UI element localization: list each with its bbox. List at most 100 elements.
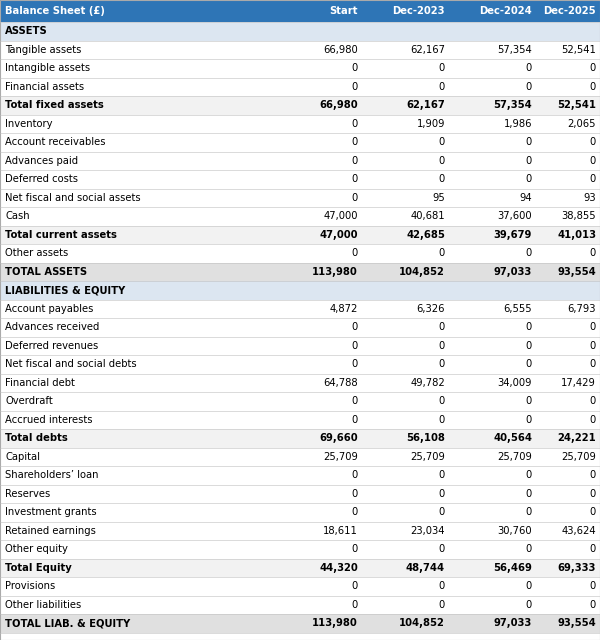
- Text: 0: 0: [352, 63, 358, 73]
- Text: 1,909: 1,909: [416, 119, 445, 129]
- Text: 25,709: 25,709: [561, 452, 596, 461]
- Text: 93,554: 93,554: [557, 267, 596, 276]
- Text: 0: 0: [590, 248, 596, 259]
- Text: 0: 0: [439, 82, 445, 92]
- Text: 0: 0: [590, 600, 596, 610]
- Text: 57,354: 57,354: [493, 100, 532, 110]
- Text: 56,469: 56,469: [493, 563, 532, 573]
- Text: 0: 0: [526, 359, 532, 369]
- Text: 0: 0: [439, 359, 445, 369]
- Text: 0: 0: [439, 396, 445, 406]
- Text: 0: 0: [352, 156, 358, 166]
- Text: Account receivables: Account receivables: [5, 137, 106, 147]
- Text: 52,541: 52,541: [561, 45, 596, 55]
- Text: Other equity: Other equity: [5, 544, 68, 554]
- Text: Balance Sheet (£): Balance Sheet (£): [5, 6, 105, 16]
- Text: Dec-2025: Dec-2025: [544, 6, 596, 16]
- Bar: [0, 115, 600, 133]
- Text: 0: 0: [352, 470, 358, 480]
- Text: 0: 0: [526, 544, 532, 554]
- Text: 0: 0: [590, 415, 596, 425]
- Text: 0: 0: [352, 119, 358, 129]
- Text: Shareholders’ loan: Shareholders’ loan: [5, 470, 98, 480]
- Text: Reserves: Reserves: [5, 489, 50, 499]
- Text: 0: 0: [439, 248, 445, 259]
- Bar: [0, 244, 600, 262]
- Bar: [0, 318, 600, 337]
- Text: TOTAL LIAB. & EQUITY: TOTAL LIAB. & EQUITY: [5, 618, 130, 628]
- Bar: [0, 207, 600, 225]
- Text: 47,000: 47,000: [320, 230, 358, 240]
- Text: Investment grants: Investment grants: [5, 508, 97, 517]
- Text: TOTAL ASSETS: TOTAL ASSETS: [5, 267, 87, 276]
- Text: 0: 0: [526, 174, 532, 184]
- Bar: [0, 0, 600, 22]
- Bar: [0, 392, 600, 410]
- Text: 47,000: 47,000: [323, 211, 358, 221]
- Text: 6,555: 6,555: [503, 304, 532, 314]
- Text: 93,554: 93,554: [557, 618, 596, 628]
- Bar: [0, 410, 600, 429]
- Bar: [0, 374, 600, 392]
- Bar: [0, 281, 600, 300]
- Text: 93: 93: [583, 193, 596, 203]
- Text: 0: 0: [352, 323, 358, 332]
- Bar: [0, 503, 600, 522]
- Text: 48,744: 48,744: [406, 563, 445, 573]
- Text: Cash: Cash: [5, 211, 29, 221]
- Text: 0: 0: [526, 82, 532, 92]
- Text: Deferred costs: Deferred costs: [5, 174, 78, 184]
- Text: 0: 0: [590, 137, 596, 147]
- Text: Account payables: Account payables: [5, 304, 94, 314]
- Text: 64,788: 64,788: [323, 378, 358, 388]
- Text: 25,709: 25,709: [410, 452, 445, 461]
- Text: 0: 0: [439, 508, 445, 517]
- Text: Accrued interests: Accrued interests: [5, 415, 92, 425]
- Text: 95: 95: [432, 193, 445, 203]
- Text: ASSETS: ASSETS: [5, 26, 48, 36]
- Text: 0: 0: [352, 174, 358, 184]
- Text: Other liabilities: Other liabilities: [5, 600, 81, 610]
- Text: 0: 0: [439, 63, 445, 73]
- Text: 0: 0: [439, 340, 445, 351]
- Bar: [0, 152, 600, 170]
- Text: 43,624: 43,624: [562, 525, 596, 536]
- Text: 0: 0: [439, 544, 445, 554]
- Text: Net fiscal and social assets: Net fiscal and social assets: [5, 193, 140, 203]
- Text: Retained earnings: Retained earnings: [5, 525, 96, 536]
- Text: 0: 0: [590, 323, 596, 332]
- Text: 49,782: 49,782: [410, 378, 445, 388]
- Text: 39,679: 39,679: [494, 230, 532, 240]
- Bar: [0, 189, 600, 207]
- Bar: [0, 77, 600, 96]
- Bar: [0, 540, 600, 559]
- Text: 0: 0: [526, 489, 532, 499]
- Text: 4,872: 4,872: [329, 304, 358, 314]
- Bar: [0, 559, 600, 577]
- Text: Net fiscal and social debts: Net fiscal and social debts: [5, 359, 137, 369]
- Text: 1,986: 1,986: [503, 119, 532, 129]
- Text: 0: 0: [352, 489, 358, 499]
- Text: 0: 0: [439, 137, 445, 147]
- Text: Other assets: Other assets: [5, 248, 68, 259]
- Text: 0: 0: [352, 600, 358, 610]
- Text: Financial debt: Financial debt: [5, 378, 75, 388]
- Text: Provisions: Provisions: [5, 581, 55, 591]
- Text: 52,541: 52,541: [557, 100, 596, 110]
- Text: 6,326: 6,326: [416, 304, 445, 314]
- Text: 0: 0: [439, 581, 445, 591]
- Text: 0: 0: [526, 248, 532, 259]
- Bar: [0, 466, 600, 484]
- Text: 17,429: 17,429: [561, 378, 596, 388]
- Bar: [0, 522, 600, 540]
- Text: 0: 0: [439, 489, 445, 499]
- Text: 94: 94: [520, 193, 532, 203]
- Text: Advances received: Advances received: [5, 323, 100, 332]
- Text: 0: 0: [590, 63, 596, 73]
- Text: 40,564: 40,564: [493, 433, 532, 444]
- Text: 0: 0: [352, 248, 358, 259]
- Text: 0: 0: [590, 359, 596, 369]
- Text: Total current assets: Total current assets: [5, 230, 117, 240]
- Text: Dec-2023: Dec-2023: [392, 6, 445, 16]
- Text: 2,065: 2,065: [568, 119, 596, 129]
